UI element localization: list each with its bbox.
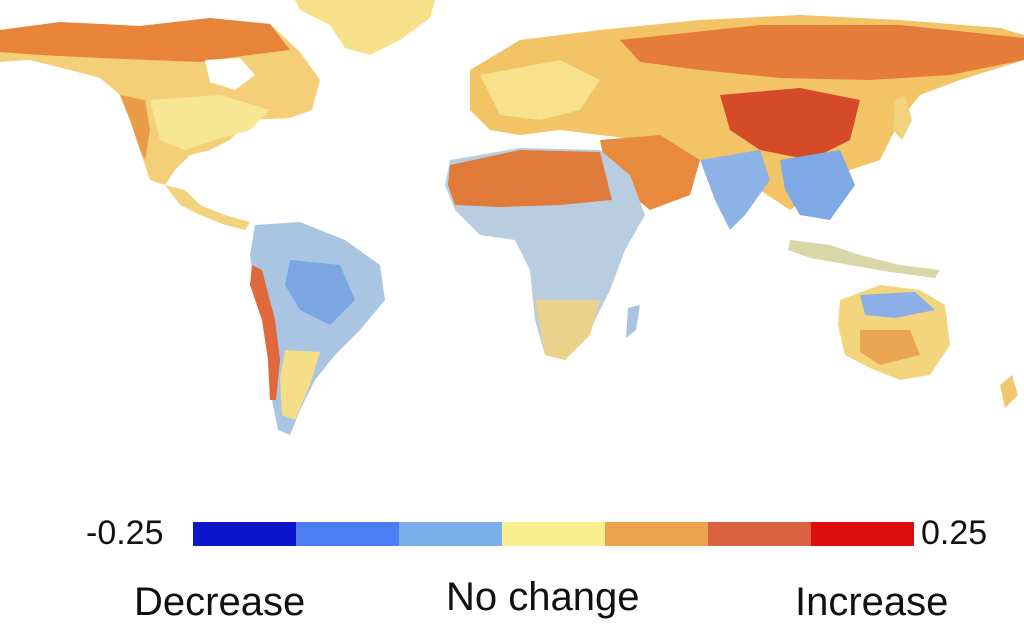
eurasia-region — [470, 15, 1024, 230]
arctic-north-america-land — [0, 18, 290, 62]
decrease-label: Decrease — [134, 580, 306, 624]
japan-land — [893, 95, 912, 140]
legend-max-label: 0.25 — [921, 514, 988, 552]
legend-segment — [193, 522, 296, 546]
legend-segment — [502, 522, 605, 546]
legend-min-label: -0.25 — [86, 514, 164, 552]
southern-cone-land — [280, 350, 320, 420]
central-australia-land — [860, 330, 920, 365]
west-north-america-land — [120, 95, 150, 160]
southern-africa-land — [535, 300, 600, 360]
eastern-us-land — [150, 95, 270, 150]
world-change-map — [0, 0, 1024, 435]
legend-segment — [811, 522, 914, 546]
siberia-land — [620, 25, 1024, 80]
northern-australia-land — [860, 292, 935, 318]
central-asia-land — [720, 88, 860, 160]
color-scale-bar — [193, 522, 914, 546]
central-america-land — [165, 185, 250, 230]
amazon-basin-land — [285, 260, 355, 325]
madagascar-land — [626, 305, 640, 338]
legend-segment — [708, 522, 811, 546]
increase-label: Increase — [795, 580, 949, 624]
sahara-land — [448, 150, 612, 207]
north-america-region — [0, 18, 320, 185]
australia-region — [838, 285, 950, 380]
greenland-land — [295, 0, 435, 55]
new-zealand-land — [1000, 375, 1018, 408]
south-america-region — [250, 222, 385, 435]
no-change-label: No change — [446, 575, 640, 619]
andes-land — [250, 265, 280, 400]
legend-segment — [605, 522, 708, 546]
legend-segment — [399, 522, 502, 546]
europe-land — [480, 60, 600, 120]
india-land — [700, 150, 770, 230]
indonesia-islands-land — [788, 240, 940, 278]
southeast-asia-land — [780, 150, 855, 220]
legend-segment — [296, 522, 399, 546]
africa-region — [445, 148, 645, 360]
middle-east-land — [600, 135, 700, 210]
hudson-bay-water — [205, 58, 255, 90]
